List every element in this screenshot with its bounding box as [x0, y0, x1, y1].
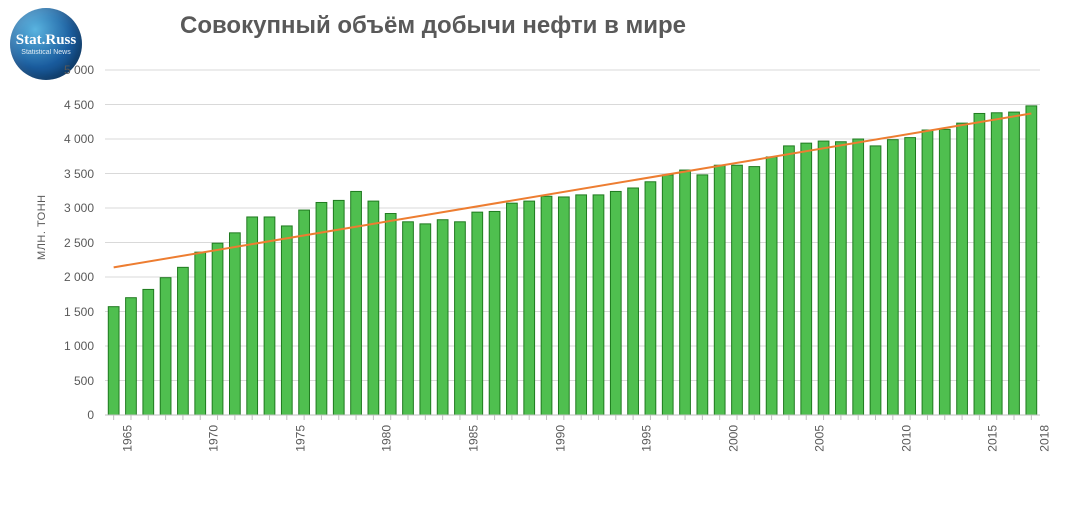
- bar: [108, 307, 119, 415]
- bar: [126, 298, 137, 415]
- x-tick-label: 1980: [380, 425, 394, 452]
- y-tick-label: 1 000: [44, 339, 94, 353]
- bar: [714, 165, 725, 415]
- bar: [195, 252, 206, 415]
- bar: [905, 138, 916, 415]
- x-tick-label: 2015: [986, 425, 1000, 452]
- bar: [229, 233, 240, 415]
- bar: [662, 175, 673, 415]
- y-tick-label: 4 500: [44, 98, 94, 112]
- bar: [507, 203, 518, 415]
- bar: [541, 196, 552, 415]
- bar: [524, 201, 535, 415]
- bar: [593, 195, 604, 415]
- bar: [160, 278, 171, 415]
- y-tick-label: 2 000: [44, 270, 94, 284]
- y-tick-label: 0: [44, 408, 94, 422]
- bar: [281, 226, 292, 415]
- bar: [974, 113, 985, 415]
- bar: [420, 224, 431, 415]
- bar: [991, 113, 1002, 415]
- bar: [922, 130, 933, 415]
- y-tick-label: 2 500: [44, 236, 94, 250]
- x-tick-label: 1970: [207, 425, 221, 452]
- y-tick-label: 1 500: [44, 305, 94, 319]
- x-tick-label: 2010: [899, 425, 913, 452]
- logo-sub-text: Statistical News: [21, 49, 70, 56]
- x-tick-label: 1965: [120, 425, 134, 452]
- bar: [784, 146, 795, 415]
- bar: [732, 165, 743, 415]
- bar: [766, 157, 777, 415]
- y-tick-label: 3 000: [44, 201, 94, 215]
- bar: [455, 222, 466, 415]
- bar: [818, 141, 829, 415]
- bar: [143, 289, 154, 415]
- bar: [351, 191, 362, 415]
- y-tick-label: 4 000: [44, 132, 94, 146]
- x-tick-label: 1985: [466, 425, 480, 452]
- bar: [836, 142, 847, 415]
- bar: [472, 212, 483, 415]
- chart-title: Совокупный объём добычи нефти в мире: [180, 12, 686, 40]
- y-tick-label: 5 000: [44, 63, 94, 77]
- x-tick-label: 2005: [813, 425, 827, 452]
- bar: [1009, 112, 1020, 415]
- bar: [939, 129, 950, 415]
- bar: [628, 188, 639, 415]
- bar: [645, 182, 656, 415]
- logo-main-text: Stat.Russ: [16, 32, 76, 49]
- x-tick-label: 1995: [639, 425, 653, 452]
- bar: [437, 220, 448, 415]
- bar: [957, 123, 968, 415]
- bar: [610, 191, 621, 415]
- bar: [212, 243, 223, 415]
- bar: [489, 211, 500, 415]
- bar: [247, 217, 258, 415]
- bar: [264, 217, 275, 415]
- x-tick-label: 2000: [726, 425, 740, 452]
- y-tick-label: 500: [44, 374, 94, 388]
- bar: [1026, 106, 1037, 415]
- bar: [299, 210, 310, 415]
- x-tick-label: 1990: [553, 425, 567, 452]
- bar: [870, 146, 881, 415]
- bar: [887, 140, 898, 415]
- y-tick-label: 3 500: [44, 167, 94, 181]
- bar: [368, 201, 379, 415]
- bar: [178, 267, 189, 415]
- bar: [403, 222, 414, 415]
- chart-svg: [100, 60, 1050, 460]
- bar: [801, 143, 812, 415]
- bar: [853, 139, 864, 415]
- chart-area: [100, 60, 1050, 460]
- bar: [576, 195, 587, 415]
- x-tick-label: 2018: [1038, 425, 1052, 452]
- bar: [333, 200, 344, 415]
- bar: [316, 202, 327, 415]
- bar: [697, 175, 708, 415]
- bar: [385, 214, 396, 415]
- bar: [680, 170, 691, 415]
- bar: [558, 197, 569, 415]
- x-tick-label: 1975: [293, 425, 307, 452]
- bar: [749, 167, 760, 415]
